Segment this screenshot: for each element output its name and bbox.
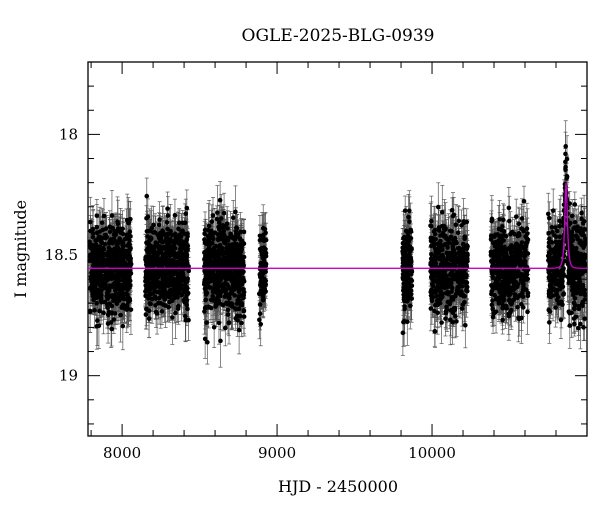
plot-frame (87, 61, 588, 437)
chart-title: OGLE-2025-BLG-0939 (242, 26, 435, 46)
plot-area (87, 61, 588, 437)
